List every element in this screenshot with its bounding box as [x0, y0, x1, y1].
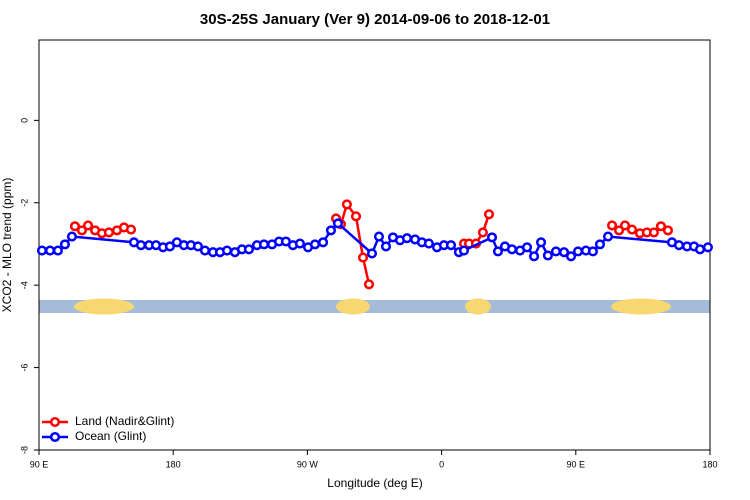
data-point: [401, 233, 413, 244]
y-tick-label: 0: [19, 118, 29, 123]
data-point: [565, 251, 577, 262]
data-point: [648, 227, 659, 238]
data-point: [309, 239, 321, 250]
legend-marker: [49, 416, 61, 428]
data-point: [587, 246, 598, 257]
data-point: [59, 239, 70, 250]
x-tick-label: 90 E: [30, 459, 49, 469]
data-point: [135, 240, 147, 251]
legend-label: Land (Nadir&Glint): [75, 414, 174, 428]
chart-title: 30S-25S January (Ver 9) 2014-09-06 to 20…: [200, 11, 550, 28]
data-point: [542, 250, 553, 261]
data-point: [325, 225, 337, 236]
data-point: [594, 239, 606, 250]
data-point: [258, 239, 270, 250]
y-tick-label: -4: [19, 281, 29, 289]
data-point: [655, 221, 666, 232]
data-point: [366, 248, 378, 259]
x-tick-label: 0: [439, 459, 444, 469]
data-point: [492, 246, 504, 257]
data-point: [702, 242, 713, 253]
data-point: [341, 199, 352, 210]
data-point: [558, 247, 570, 258]
x-tick-label: 90 E: [567, 459, 586, 469]
data-point: [164, 241, 175, 252]
y-axis-label: XCO2 - MLO trend (ppm): [0, 178, 14, 313]
data-point: [458, 245, 470, 256]
x-axis-label: Longitude (deg E): [327, 476, 422, 490]
data-point: [528, 251, 540, 262]
data-point: [423, 238, 434, 249]
data-point: [506, 244, 518, 255]
data-point: [221, 245, 233, 256]
data-point: [199, 245, 211, 256]
land-patch: [611, 298, 671, 315]
data-point: [613, 225, 625, 236]
legend-marker: [49, 431, 61, 443]
data-point: [69, 221, 80, 232]
x-tick-label: 180: [702, 459, 717, 469]
legend: Land (Nadir&Glint)Ocean (Glint): [42, 414, 174, 443]
data-point: [44, 245, 56, 256]
land-patch: [336, 298, 370, 315]
data-point: [380, 241, 392, 252]
land-ocean-strip: [39, 298, 710, 315]
data-point: [103, 227, 114, 238]
data-point: [36, 245, 48, 256]
data-point: [318, 237, 329, 248]
data-point: [521, 242, 533, 253]
land-patch: [74, 298, 134, 315]
y-tick-label: -8: [19, 446, 29, 454]
y-tick-label: -2: [19, 199, 29, 207]
y-tick-label: -6: [19, 364, 29, 372]
data-point: [66, 231, 78, 242]
legend-label: Ocean (Glint): [75, 429, 146, 443]
data-point: [694, 244, 706, 255]
data-point: [332, 218, 344, 229]
x-tick-label: 90 W: [297, 459, 319, 469]
data-point: [125, 224, 137, 235]
data-point: [373, 231, 385, 242]
data-point: [52, 245, 63, 256]
data-point: [662, 225, 674, 236]
data-point: [192, 241, 204, 252]
data-point: [483, 209, 495, 220]
data-point: [626, 224, 638, 235]
x-tick-label: 180: [166, 459, 181, 469]
data-point: [76, 225, 87, 236]
data-point: [357, 252, 369, 263]
data-point: [486, 232, 498, 243]
data-point: [536, 237, 547, 248]
data-point: [673, 240, 685, 251]
ocean-strip: [39, 300, 710, 313]
data-point: [602, 231, 614, 242]
data-point: [550, 246, 562, 257]
data-point: [606, 220, 618, 231]
land-patch: [465, 298, 491, 315]
data-point: [350, 211, 362, 222]
data-point: [294, 238, 305, 249]
data-point: [363, 279, 375, 290]
data-point: [477, 227, 488, 238]
data-point: [83, 220, 94, 231]
data-point: [445, 240, 457, 251]
data-point: [572, 246, 584, 257]
data-point: [619, 220, 631, 231]
data-point: [243, 244, 254, 255]
